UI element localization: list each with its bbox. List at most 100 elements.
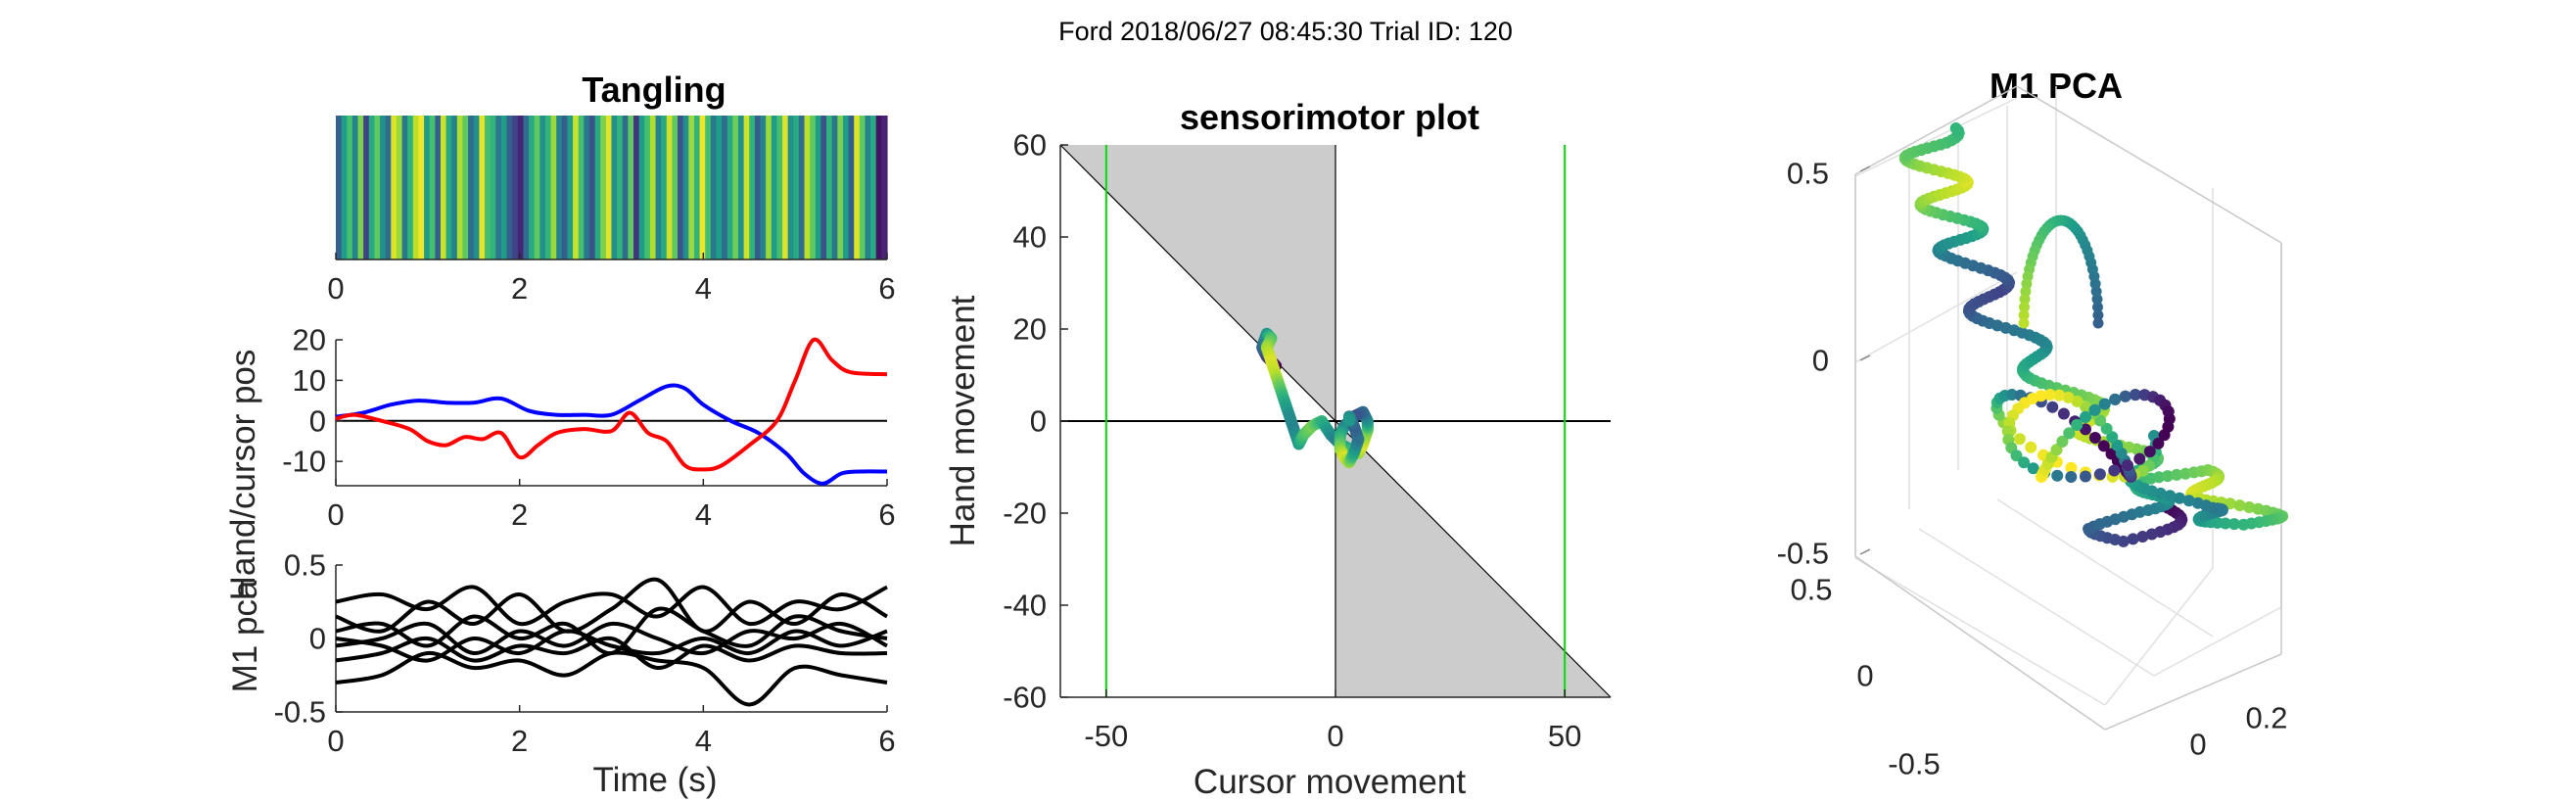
- m1-pca-axes: -0.500.50 2 4 6: [274, 548, 896, 759]
- heatmap-cell: [351, 116, 359, 260]
- y-tick-label: -40: [1003, 589, 1047, 623]
- heatmap-cell: [368, 116, 376, 260]
- heatmap-cell: [385, 116, 392, 260]
- heatmap-cell: [638, 116, 645, 260]
- heatmap-cell: [722, 116, 728, 260]
- heatmap-cell: [644, 116, 651, 260]
- x-tick-label: 0: [327, 497, 344, 532]
- heatmap-cell: [831, 116, 838, 260]
- heatmap-cell: [661, 116, 668, 260]
- heatmap-cell: [732, 116, 739, 260]
- x-tick-label: 0: [2189, 728, 2206, 762]
- trajectory-point: [2098, 398, 2111, 410]
- heatmap-cell: [848, 116, 855, 260]
- trajectory-point: [2018, 456, 2031, 469]
- heatmap-cell: [550, 116, 557, 260]
- heatmap-cell: [693, 116, 701, 260]
- trajectory-point: [2019, 302, 2030, 313]
- m1-pca-3d-trajectory: [1898, 122, 2289, 547]
- trajectory-point: [2127, 533, 2139, 545]
- heatmap-cell: [588, 116, 596, 260]
- grid-line: [1854, 271, 2018, 363]
- heatmap-cell: [870, 116, 877, 260]
- tangling-panel: Tangling 0 2 4 6: [327, 70, 895, 306]
- heatmap-cell: [374, 116, 381, 260]
- trajectory-point: [2094, 414, 2107, 427]
- trajectory-point: [2145, 528, 2158, 541]
- heatmap-cell: [451, 116, 458, 260]
- heatmap-cell: [655, 116, 662, 260]
- trajectory-point: [2143, 446, 2156, 458]
- y-tick-label: 0.5: [1790, 573, 1832, 607]
- hand-cursor-lines: [335, 337, 888, 486]
- heatmap-cell: [611, 116, 618, 260]
- m1-pca-3d-panel: M1 PCA -0.500.50.50-0.500.2: [1777, 66, 2289, 781]
- tangling-title: Tangling: [582, 70, 726, 110]
- heatmap-cell: [666, 116, 674, 260]
- sensorimotor-xlabel: Cursor movement: [1194, 763, 1466, 801]
- heatmap-cell: [617, 116, 624, 260]
- pca-component-line: [335, 577, 888, 634]
- m1-pca-timeseries-panel: -0.500.50 2 4 6 M1 pca Time (s): [226, 548, 896, 800]
- grid-line: [1854, 557, 2106, 706]
- sensorimotor-title: sensorimotor plot: [1180, 97, 1479, 137]
- tangling-axes: 0 2 4 6: [327, 253, 896, 306]
- heatmap-cell: [726, 116, 733, 260]
- heatmap-cell: [820, 116, 827, 260]
- z-tick: [1859, 548, 1871, 555]
- trajectory-point: [2005, 389, 2018, 401]
- heatmap-cell: [594, 116, 601, 260]
- heatmap-cell: [705, 116, 712, 260]
- heatmap-cell: [737, 116, 745, 260]
- heatmap-cell: [539, 116, 546, 260]
- heatmap-cell: [771, 116, 777, 260]
- trajectory-point: [2071, 395, 2084, 407]
- heatmap-cell: [754, 116, 762, 260]
- heatmap-cell: [544, 116, 552, 260]
- heatmap-cell: [556, 116, 563, 260]
- heatmap-cell: [605, 116, 613, 260]
- box-edge: [1854, 85, 2018, 175]
- heatmap-cell: [573, 116, 580, 260]
- trajectory-point: [2106, 431, 2119, 444]
- trajectory-point: [2182, 495, 2195, 507]
- trajectory-point: [1949, 122, 1962, 134]
- heatmap-cell: [881, 116, 888, 260]
- trajectory-point: [2019, 294, 2031, 305]
- x-tick-label: 4: [695, 271, 712, 306]
- trajectory-point: [2237, 518, 2250, 531]
- trajectory-point: [2013, 433, 2026, 446]
- trajectory-point: [2092, 309, 2104, 321]
- trajectory-point: [2071, 418, 2084, 431]
- heatmap-cell: [357, 116, 364, 260]
- trajectory-point: [2080, 401, 2091, 413]
- trajectory-point: [2154, 487, 2167, 499]
- figure-suptitle: Ford 2018/06/27 08:45:30 Trial ID: 120: [1058, 17, 1513, 46]
- trajectory-point: [2152, 437, 2165, 449]
- heatmap-cell: [495, 116, 502, 260]
- z-tick-label: 0.5: [1787, 157, 1829, 191]
- trajectory-point: [2092, 302, 2103, 313]
- trajectory-point: [2097, 440, 2110, 452]
- x-tick-label: 0: [1327, 719, 1343, 753]
- heatmap-cell: [793, 116, 800, 260]
- trajectory-point: [2174, 492, 2186, 504]
- heatmap-cell: [485, 116, 492, 260]
- trajectory-point: [2153, 471, 2165, 484]
- trajectory-point: [2136, 531, 2149, 543]
- trajectory-point: [2080, 410, 2091, 423]
- trajectory-point: [2088, 403, 2101, 416]
- trajectory-point: [2025, 441, 2037, 453]
- heatmap-cell: [523, 116, 530, 260]
- heatmap-cell: [716, 116, 723, 260]
- heatmap-cell: [336, 116, 343, 260]
- pca-component-line: [335, 636, 888, 670]
- trajectory-point: [2088, 432, 2101, 444]
- trajectory-point: [2161, 470, 2174, 483]
- heatmap-cell: [787, 116, 794, 260]
- trajectory-point: [2092, 317, 2104, 329]
- y-tick-label: -20: [1003, 496, 1047, 531]
- box-edge: [2104, 653, 2282, 731]
- heatmap-cell: [649, 116, 657, 260]
- heatmap-cell: [815, 116, 822, 260]
